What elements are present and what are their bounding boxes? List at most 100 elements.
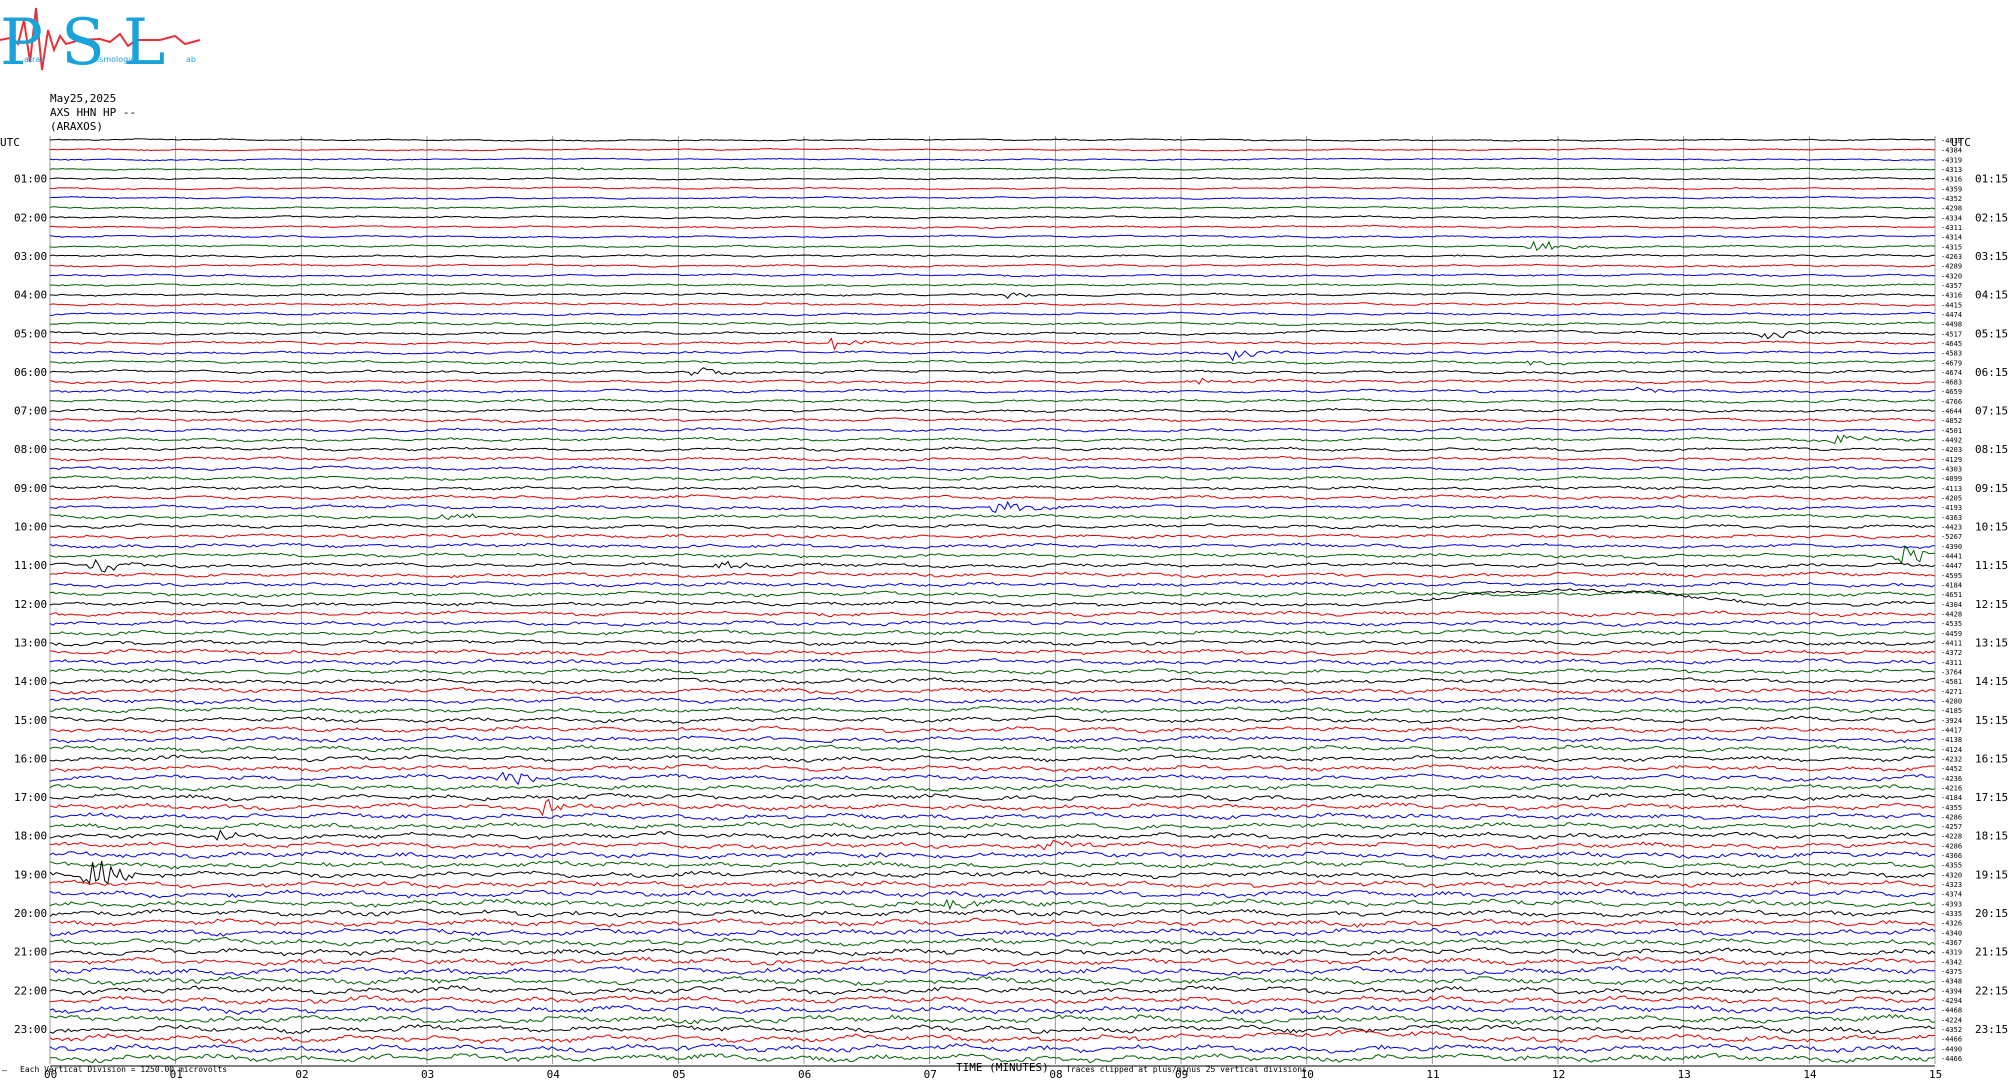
trace-row (49, 850, 1935, 860)
trace-offset-label: -4367 (1941, 939, 1962, 947)
trace-row (49, 1013, 1936, 1025)
trace-offset-label: -4466 (1941, 1055, 1962, 1063)
trace-row (49, 829, 1936, 841)
trace-row (49, 696, 1936, 705)
trace-offset-label: -4852 (1941, 417, 1962, 425)
trace-row (49, 619, 1936, 627)
trace-row (49, 337, 1936, 351)
trace-row (49, 234, 1936, 239)
trace-row (49, 648, 1936, 657)
trace-row (49, 860, 1936, 885)
trace-row (49, 186, 1936, 191)
trace-row (49, 166, 1936, 172)
hour-label-right: 19:15 (1975, 868, 2008, 881)
hour-label-left: 21:00 (14, 946, 47, 959)
trace-row (49, 377, 1936, 385)
trace-offset-label: -4645 (1941, 340, 1962, 348)
trace-row (49, 811, 1936, 821)
right-utc-header: UTC (1951, 136, 1971, 149)
trace-row (49, 610, 1936, 618)
trace-offset-label: -4236 (1941, 775, 1962, 783)
trace-offset-label: -4659 (1941, 388, 1962, 396)
trace-row (49, 571, 1936, 579)
trace-offset-label: -4320 (1941, 871, 1962, 879)
trace-offset-label: -4372 (1941, 649, 1962, 657)
trace-offset-label: -4303 (1941, 466, 1962, 474)
trace-row (49, 224, 1936, 230)
hour-label-left: 01:00 (14, 173, 47, 186)
left-utc-header: UTC (0, 136, 20, 149)
trace-row (49, 321, 1936, 327)
x-tick-label: 13 (1678, 1068, 1691, 1080)
trace-offset-label: -4315 (1941, 243, 1962, 251)
hour-label-left: 10:00 (14, 521, 47, 534)
trace-row (49, 782, 1936, 792)
axis-labels: 00 01 02 03 04 05 06 07 08 09 10 11 12 13 14 15 -4610 -43… (14, 137, 2008, 1080)
trace-row (49, 735, 1936, 744)
x-tick-label: 02 (295, 1068, 308, 1080)
trace-row (49, 176, 1936, 181)
trace-offset-label: -4280 (1941, 697, 1962, 705)
trace-offset-label: -4466 (1941, 1036, 1962, 1044)
x-tick-label: 03 (421, 1068, 434, 1080)
trace-offset-label: -4184 (1941, 582, 1962, 590)
trace-row (49, 301, 1936, 307)
hour-label-left: 05:00 (14, 327, 47, 340)
trace-row (49, 1043, 1936, 1054)
trace-offset-label: -4415 (1941, 301, 1962, 309)
trace-offset-label: -4193 (1941, 504, 1962, 512)
hour-label-right: 06:15 (1975, 366, 2008, 379)
trace-row (49, 956, 1936, 967)
trace-offset-label: -4679 (1941, 359, 1962, 367)
x-tick-label: 12 (1552, 1068, 1565, 1080)
trace-row (49, 484, 1936, 491)
trace-offset-label: -4323 (1941, 881, 1962, 889)
trace-row (49, 545, 1936, 565)
trace-offset-label: -4411 (1941, 639, 1962, 647)
trace-offset-label: -4459 (1941, 630, 1962, 638)
trace-row (49, 282, 1936, 288)
trace-offset-label: -4311 (1941, 224, 1962, 232)
trace-offset-label: -4374 (1941, 891, 1962, 899)
trace-offset-label: -4320 (1941, 272, 1962, 280)
trace-offset-label: -4129 (1941, 456, 1962, 464)
trace-offset-label: -4271 (1941, 688, 1962, 696)
trace-row (49, 434, 1936, 445)
hour-label-left: 13:00 (14, 636, 47, 649)
trace-offset-label: -4651 (1941, 591, 1962, 599)
trace-offset-label: -4138 (1941, 736, 1962, 744)
x-tick-label: 15 (1929, 1068, 1942, 1080)
hour-label-right: 07:15 (1975, 405, 2008, 418)
hour-label-right: 02:15 (1975, 211, 2008, 224)
x-axis-title: TIME (MINUTES) (956, 1061, 1049, 1074)
x-tick-label: 08 (1049, 1068, 1062, 1080)
hour-label-right: 12:15 (1975, 598, 2008, 611)
trace-row (49, 936, 1936, 947)
station-label: AXS HHN HP -- (50, 106, 137, 119)
trace-row (49, 590, 1935, 598)
trace-row (49, 658, 1936, 666)
trace-row (49, 427, 1936, 433)
clip-note: Traces clipped at plus/minus 25 vertical… (1066, 1065, 1307, 1074)
trace-offset-label: -4335 (1941, 910, 1962, 918)
trace-row (49, 975, 1936, 986)
hour-label-left: 18:00 (14, 830, 47, 843)
trace-row (49, 1029, 1936, 1044)
trace-offset-label: -4355 (1941, 862, 1962, 870)
trace-offset-label: -4583 (1941, 350, 1962, 358)
hour-label-right: 10:15 (1975, 521, 2008, 534)
trace-row (49, 725, 1936, 734)
trace-offset-label: -4340 (1941, 929, 1962, 937)
trace-offset-label: -4490 (1941, 1045, 1962, 1053)
trace-offset-label: -4203 (1941, 446, 1962, 454)
trace-row (49, 1004, 1936, 1015)
trace-offset-label: -4535 (1941, 620, 1962, 628)
trace-offset-label: -4581 (1941, 678, 1962, 686)
hour-label-right: 09:15 (1975, 482, 2008, 495)
trace-row (49, 839, 1936, 851)
trace-row (49, 889, 1936, 899)
trace-row (49, 879, 1936, 890)
hour-label-right: 03:15 (1975, 250, 2008, 263)
trace-row (49, 629, 1936, 637)
